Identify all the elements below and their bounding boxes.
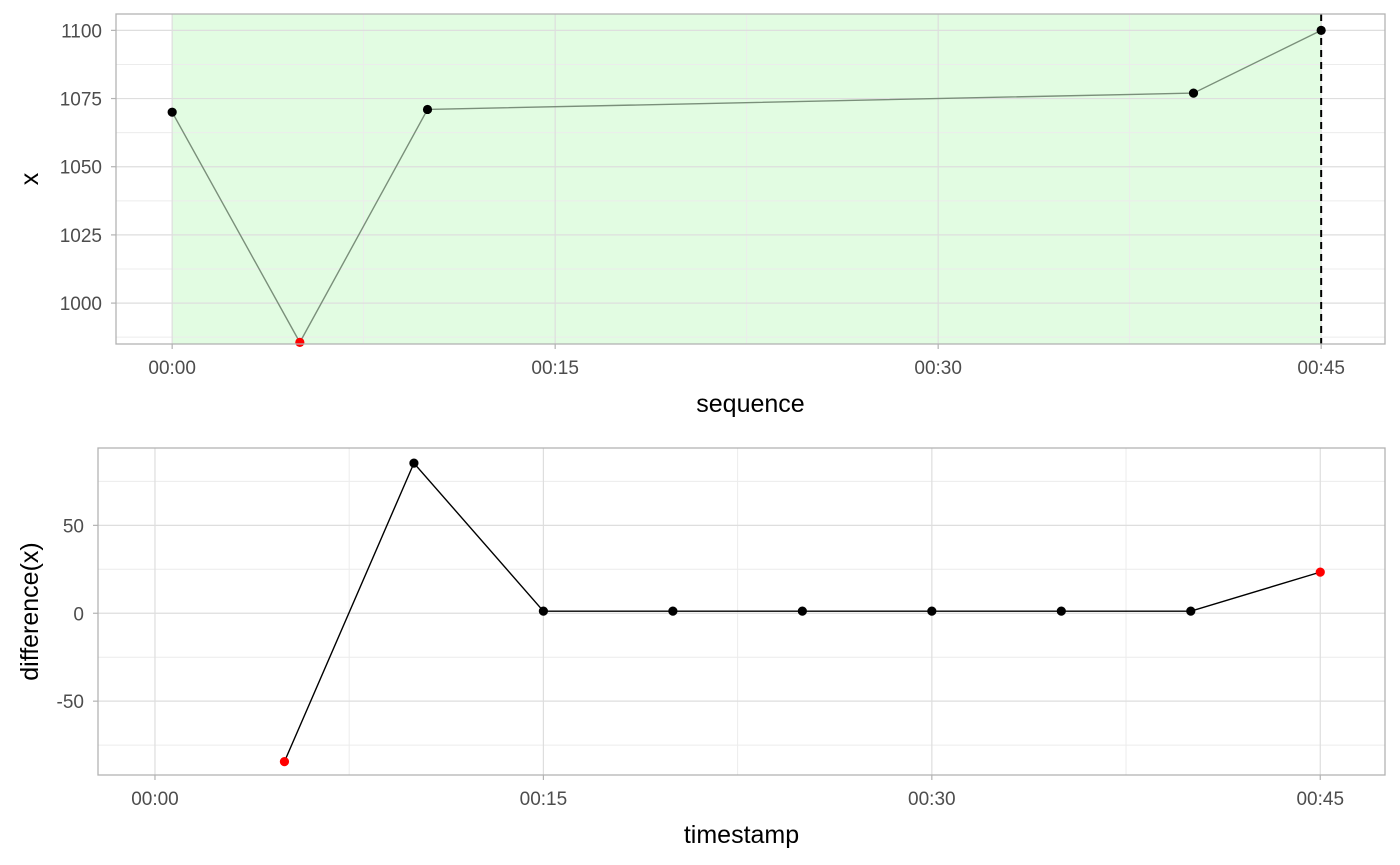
panel-border bbox=[97, 447, 1386, 776]
x-axis-title: timestamp bbox=[684, 821, 799, 849]
y-tick-label: 1075 bbox=[60, 90, 102, 111]
x-tick-label: 00:30 bbox=[908, 789, 956, 810]
x-tick-label: 00:15 bbox=[531, 358, 579, 379]
x-tick-label: 00:45 bbox=[1296, 789, 1344, 810]
data-point bbox=[538, 606, 549, 616]
x-tick-label: 00:30 bbox=[914, 358, 962, 379]
data-point bbox=[1316, 25, 1326, 35]
x-axis-title: sequence bbox=[696, 390, 804, 418]
data-point bbox=[797, 606, 807, 616]
y-tick-label: 1000 bbox=[60, 294, 102, 315]
y-tick-label: 1050 bbox=[60, 158, 102, 179]
x-tick-label: 00:45 bbox=[1297, 358, 1345, 379]
x-tick-label: 00:15 bbox=[520, 789, 568, 810]
data-point bbox=[279, 757, 290, 767]
data-point bbox=[167, 107, 177, 117]
y-axis-title: difference(x) bbox=[16, 542, 44, 681]
data-point bbox=[1315, 567, 1325, 577]
chart-difference-over-timestamp: 00:00 00:15 00:30 00:45 -50 0 50 timestamp diffe… bbox=[16, 447, 1386, 849]
y-tick-label: 1025 bbox=[60, 226, 102, 247]
data-point bbox=[295, 337, 305, 347]
data-point bbox=[1056, 606, 1066, 616]
x-tick-label: 00:00 bbox=[131, 789, 179, 810]
y-tick-label: -50 bbox=[57, 692, 84, 713]
panel-border bbox=[115, 13, 1386, 345]
data-point bbox=[1188, 88, 1199, 98]
data-point bbox=[1186, 606, 1196, 616]
y-tick-label: 50 bbox=[63, 516, 84, 537]
data-point bbox=[409, 458, 419, 468]
data-point bbox=[668, 606, 678, 616]
y-tick-label: 0 bbox=[73, 604, 84, 625]
data-point bbox=[422, 104, 433, 115]
x-tick-label: 00:00 bbox=[148, 358, 196, 379]
chart-x-over-sequence: 00:00 00:15 00:30 00:45 1000 1025 1050 1075 1100… bbox=[16, 13, 1386, 418]
y-tick-label: 1100 bbox=[61, 21, 102, 42]
data-point bbox=[927, 606, 937, 616]
y-axis-title: x bbox=[16, 172, 44, 185]
